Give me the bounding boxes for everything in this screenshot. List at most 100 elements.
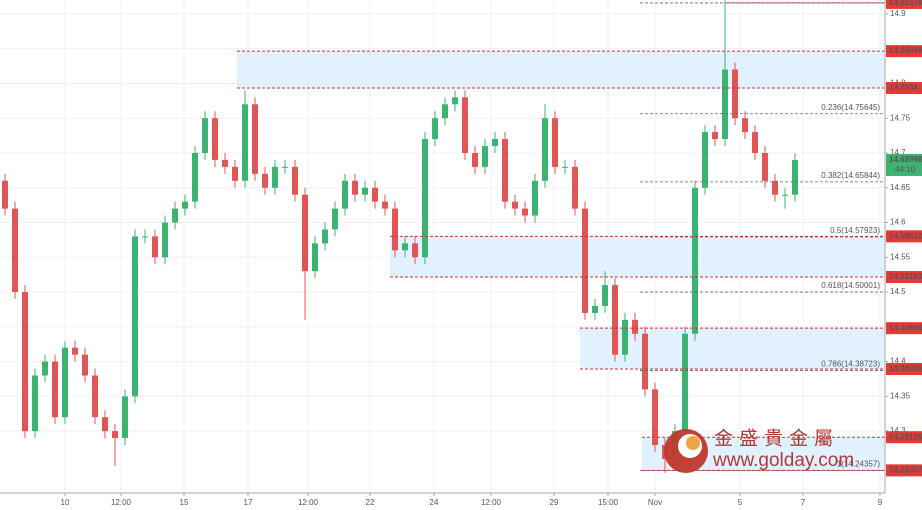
candle-body [192,152,198,202]
candle-body [702,132,708,188]
candle-body [492,139,498,147]
candle-body [762,152,768,181]
candle-body [622,319,628,355]
price-tag [886,322,922,335]
overlay: 0(14.91578) 0.236(14.75645) 0.382(14.65844… [237,0,885,471]
countdown-label: 44:10 [895,165,916,174]
fib-label: 0(14.91578) [837,0,880,1]
candle-body [742,118,748,133]
candle-body [632,319,638,334]
candle-body [52,361,58,418]
candle-body [312,243,318,272]
price-tag [886,82,922,95]
x-tick-label: 10 [61,498,70,507]
candle-body [232,166,238,181]
price-tag-label: 14.91578 [889,0,922,7]
candle-body [262,173,268,188]
candle-body [552,118,558,167]
candle-body [402,243,408,251]
candle-body [482,146,488,167]
candle-body [612,285,618,355]
price-tag [886,0,922,9]
fib-label: 0.236(14.75645) [821,103,880,112]
price-tag-label: 14.52163 [889,272,922,281]
x-tick-label: 29 [550,498,559,507]
candle-body [522,208,528,216]
watermark: 金 盛 貴 金 屬 www.golday.com [664,428,854,473]
logo [686,436,700,450]
candle-body [682,333,688,432]
y-tick-label: 14.5 [890,287,906,296]
price-tag-label: 14.7934 [889,83,918,92]
x-tick-label: 12:00 [298,498,319,507]
zone [237,51,885,89]
x-tick-label: 17 [244,498,253,507]
price-tag [886,45,922,58]
candle-body [282,166,288,168]
candle-body [252,104,258,174]
candle-body [122,396,128,439]
candle-body [342,180,348,209]
candle-body [62,347,68,418]
candle-body [362,187,368,195]
zone [580,328,885,369]
candle-body [442,104,448,119]
candle-body [692,187,698,334]
candle-body [292,166,298,195]
candle-body [602,285,608,306]
y-tick-label: 14.65 [890,183,911,192]
candle-body [102,417,108,432]
candle-body [182,201,188,209]
price-tag-label: 14.84649 [889,46,922,55]
x-tick-label: 12:00 [481,498,502,507]
candle-body [462,97,468,153]
candle-body [542,118,548,181]
candle-body [32,375,38,432]
candle-body [302,194,308,272]
candle-body [212,118,218,160]
axis: 14.314.3514.414.4514.514.5514.614.6514.7… [61,0,922,507]
watermark-url: www.golday.com [712,450,854,471]
x-tick-label: Nov [648,498,662,507]
price-tag [886,464,922,477]
candle-body [222,159,228,167]
candle-body [142,236,148,238]
x-tick-label: 5 [738,498,743,507]
price-tag-label: 14.58012 [889,231,922,240]
price-tag [886,431,922,444]
candle-body [322,229,328,244]
candle-body [92,375,98,418]
y-tick-label: 14.75 [890,113,911,122]
candle-body [82,354,88,376]
watermark-name: 金 盛 貴 金 屬 [714,428,833,450]
y-tick-label: 14.7 [890,148,906,157]
y-tick-label: 14.4 [890,357,906,366]
current-price-tag [886,153,922,176]
candle-body [202,118,208,153]
candle-body [12,208,18,293]
candle-body [112,431,118,439]
x-tick-label: 7 [801,498,806,507]
x-tick-label: 15 [180,498,189,507]
candle-body [782,194,788,196]
candle-body [792,159,798,195]
candle-body [452,97,458,105]
candle-body [572,166,578,209]
fib-label: 0.5(14.57923) [830,226,880,235]
zones [237,51,885,471]
candle-body [162,222,168,258]
candle-body [772,180,778,195]
candle-body [562,166,568,168]
fib-label: 0.382(14.65844) [821,171,880,180]
fib-label: 0.618(14.50001) [821,281,880,290]
candle-body [72,347,78,355]
zone [390,236,885,278]
price-tag-label: 14.29126 [889,432,922,441]
y-tick-label: 14.6 [890,218,906,227]
x-tick-label: 15:00 [598,498,619,507]
y-tick-label: 14.55 [890,252,911,261]
fib-label: 1(14.24357) [837,459,880,468]
candle-body [272,166,278,188]
x-tick-label: 12:00 [111,498,132,507]
price-tag [886,271,922,284]
